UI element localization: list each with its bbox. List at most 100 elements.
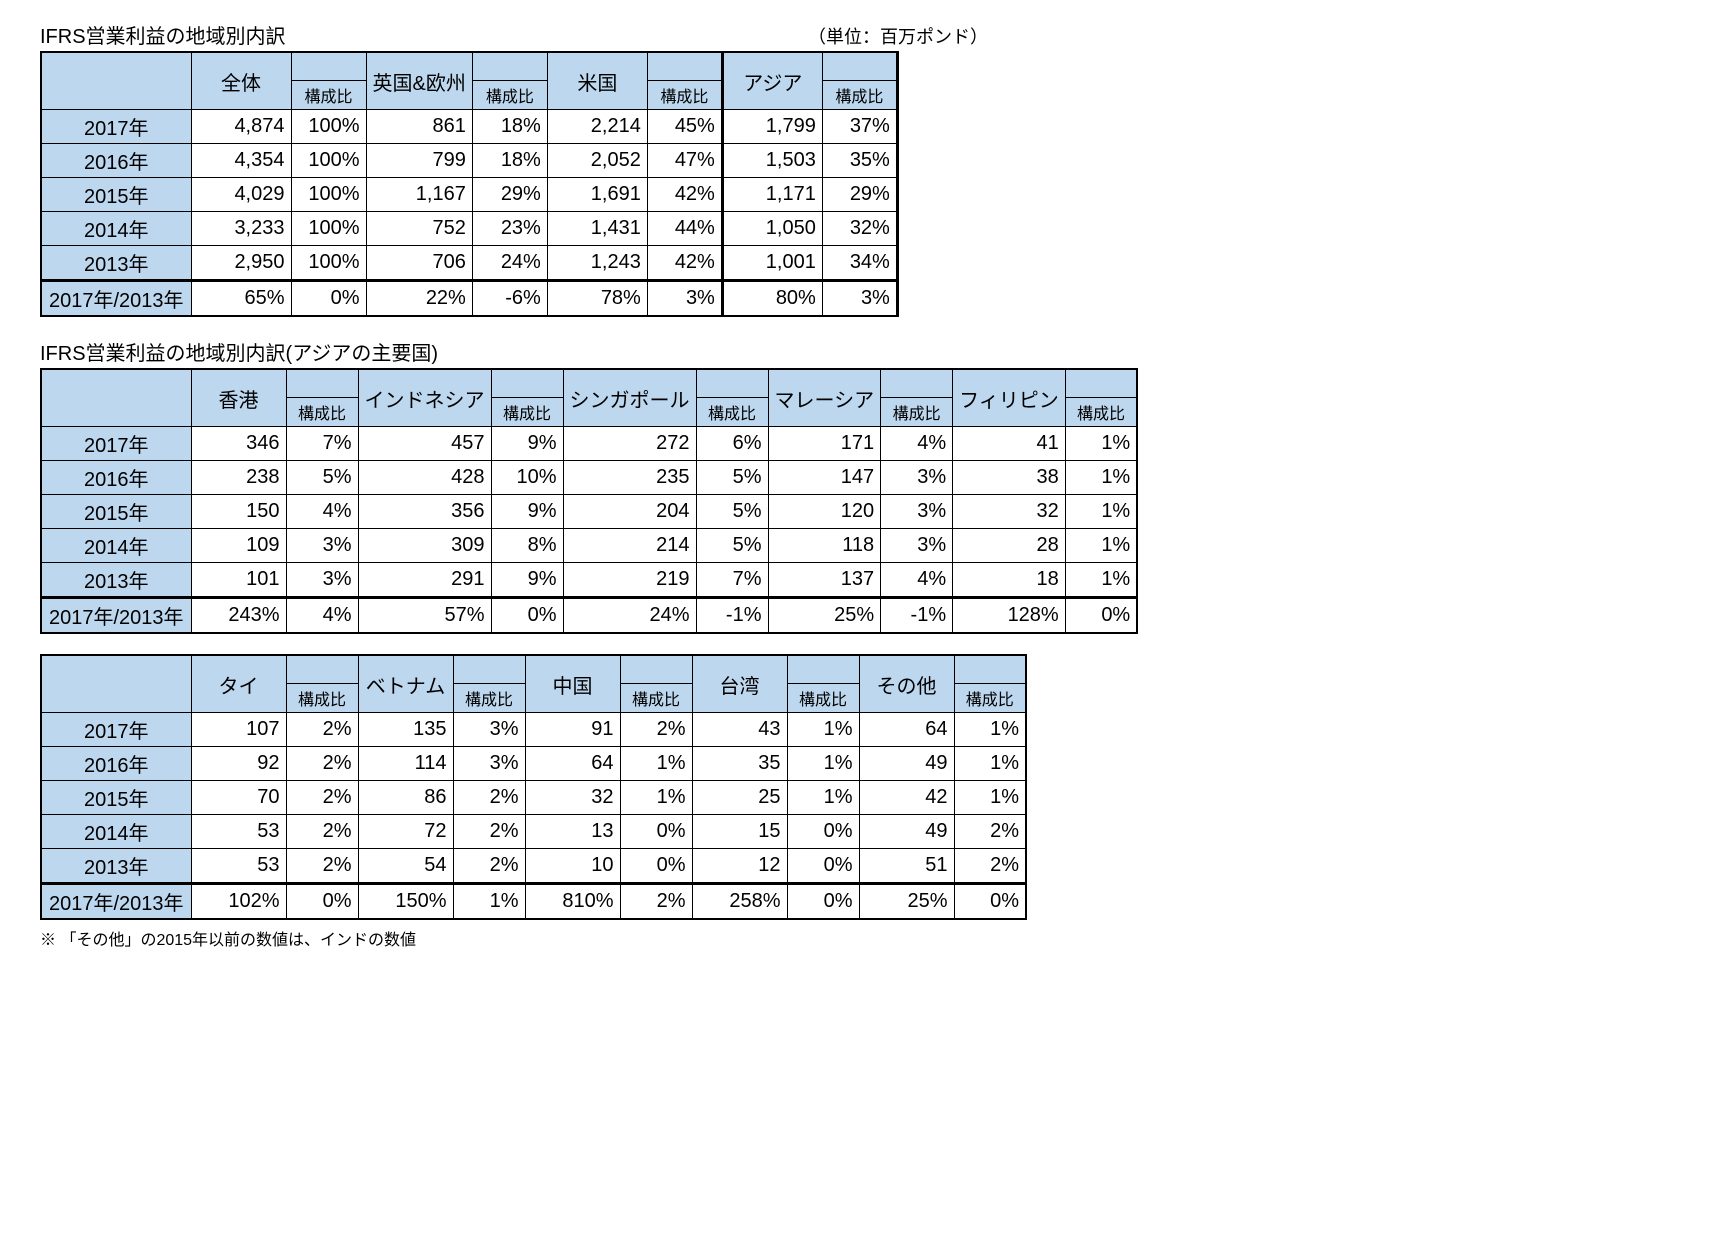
value-cell: 43 (692, 713, 787, 747)
table1-title: IFRS営業利益の地域別内訳 (40, 20, 286, 49)
value-cell: 706 (366, 246, 472, 281)
value-cell: 53 (191, 849, 286, 884)
sub-header: 構成比 (286, 684, 358, 713)
value-cell: 114 (358, 747, 453, 781)
value-cell: 1,799 (722, 110, 822, 144)
value-cell: 1% (787, 781, 859, 815)
value-cell: 41 (953, 427, 1066, 461)
value-cell: 309 (358, 529, 491, 563)
value-cell: 135 (358, 713, 453, 747)
ratio-cell: 258% (692, 884, 787, 920)
value-cell: 1% (620, 747, 692, 781)
value-cell: 1% (1065, 427, 1137, 461)
value-cell: 107 (191, 713, 286, 747)
col-header: 台湾 (692, 655, 787, 713)
value-cell: 25 (692, 781, 787, 815)
year-cell: 2017年 (41, 427, 191, 461)
value-cell: 100% (291, 110, 366, 144)
value-cell: 18 (953, 563, 1066, 598)
value-cell: 3% (881, 495, 953, 529)
value-cell: 5% (286, 461, 358, 495)
value-cell: 4% (881, 427, 953, 461)
value-cell: 2% (954, 815, 1026, 849)
sub-header: 構成比 (286, 398, 358, 427)
ratio-cell: 810% (525, 884, 620, 920)
value-cell: 100% (291, 246, 366, 281)
value-cell: 150 (191, 495, 286, 529)
ratio-cell: 80% (722, 281, 822, 317)
col-header-spacer (1065, 369, 1137, 398)
value-cell: 45% (647, 110, 722, 144)
value-cell: 49 (859, 747, 954, 781)
ratio-cell: 0% (787, 884, 859, 920)
value-cell: 2% (620, 713, 692, 747)
value-cell: 1% (787, 713, 859, 747)
value-cell: 1,503 (722, 144, 822, 178)
ratio-cell: 150% (358, 884, 453, 920)
col-header: ベトナム (358, 655, 453, 713)
col-header: インドネシア (358, 369, 491, 427)
value-cell: 44% (647, 212, 722, 246)
value-cell: 29% (472, 178, 547, 212)
ratio-cell: 65% (191, 281, 291, 317)
value-cell: 7% (696, 563, 768, 598)
value-cell: 35% (822, 144, 897, 178)
value-cell: 47% (647, 144, 722, 178)
value-cell: 1% (1065, 495, 1137, 529)
col-header: その他 (859, 655, 954, 713)
col-header: フィリピン (953, 369, 1066, 427)
year-cell: 2016年 (41, 461, 191, 495)
value-cell: 35 (692, 747, 787, 781)
value-cell: 10% (491, 461, 563, 495)
value-cell: 1% (787, 747, 859, 781)
value-cell: 346 (191, 427, 286, 461)
value-cell: 92 (191, 747, 286, 781)
value-cell: 2% (286, 747, 358, 781)
value-cell: 1,050 (722, 212, 822, 246)
value-cell: 9% (491, 563, 563, 598)
value-cell: 1% (1065, 461, 1137, 495)
value-cell: 118 (768, 529, 881, 563)
sub-header: 構成比 (822, 81, 897, 110)
value-cell: 100% (291, 178, 366, 212)
value-cell: 64 (525, 747, 620, 781)
value-cell: 1% (1065, 529, 1137, 563)
col-header: マレーシア (768, 369, 881, 427)
value-cell: 214 (563, 529, 696, 563)
value-cell: 7% (286, 427, 358, 461)
table1: 全体 英国&欧州 米国 アジア 構成比構成比構成比構成比2017年4,87410… (40, 51, 899, 317)
ratio-cell: -1% (696, 598, 768, 634)
value-cell: 2% (954, 849, 1026, 884)
value-cell: 12 (692, 849, 787, 884)
value-cell: 34% (822, 246, 897, 281)
value-cell: 1% (954, 781, 1026, 815)
year-cell: 2014年 (41, 815, 191, 849)
value-cell: 799 (366, 144, 472, 178)
value-cell: 42 (859, 781, 954, 815)
sub-header: 構成比 (291, 81, 366, 110)
sub-header: 構成比 (491, 398, 563, 427)
ratio-cell: 0% (1065, 598, 1137, 634)
ratio-cell: -1% (881, 598, 953, 634)
col-header: 米国 (547, 52, 647, 110)
value-cell: 24% (472, 246, 547, 281)
value-cell: 32 (953, 495, 1066, 529)
value-cell: 2% (286, 815, 358, 849)
col-header-spacer (620, 655, 692, 684)
year-cell: 2015年 (41, 781, 191, 815)
year-cell: 2015年 (41, 178, 191, 212)
value-cell: 72 (358, 815, 453, 849)
value-cell: 6% (696, 427, 768, 461)
col-header: 香港 (191, 369, 286, 427)
value-cell: 4,029 (191, 178, 291, 212)
value-cell: 1% (620, 781, 692, 815)
col-header: シンガポール (563, 369, 696, 427)
col-header-spacer (787, 655, 859, 684)
footnote: ※ 「その他」の2015年以前の数値は、インドの数値 (40, 926, 1679, 950)
value-cell: 23% (472, 212, 547, 246)
year-cell: 2016年 (41, 144, 191, 178)
value-cell: 18% (472, 144, 547, 178)
value-cell: 42% (647, 178, 722, 212)
ratio-cell: 0% (954, 884, 1026, 920)
value-cell: 64 (859, 713, 954, 747)
